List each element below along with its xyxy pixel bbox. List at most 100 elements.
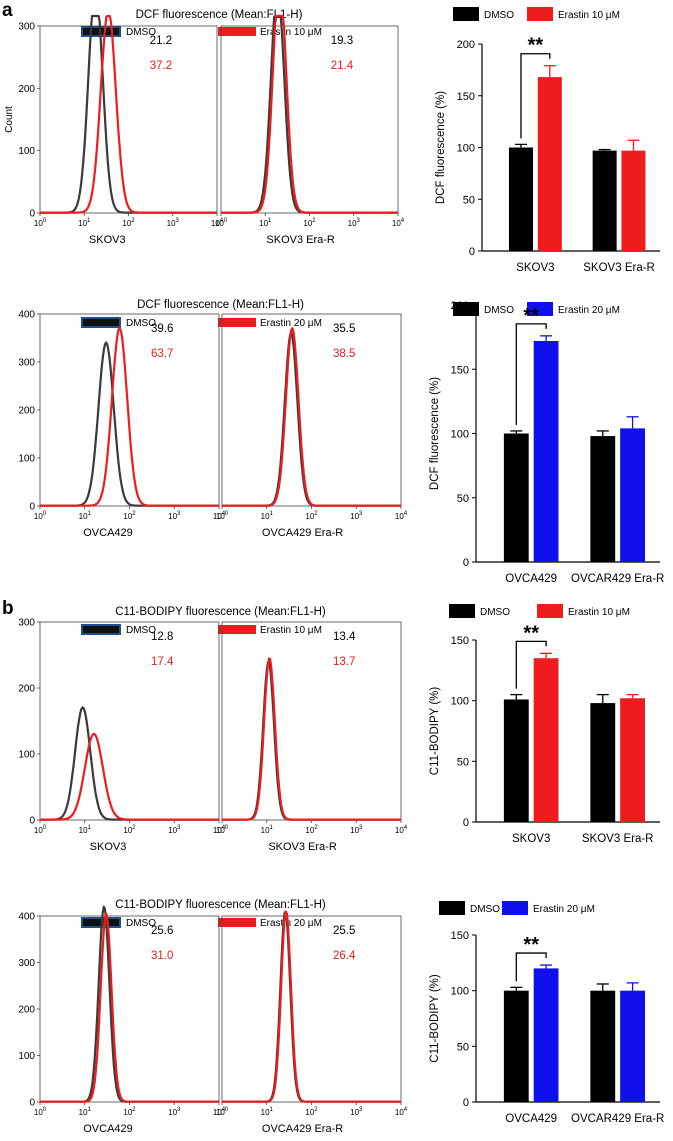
y-tick-label: 100: [18, 750, 35, 761]
treated-histogram-curve: [222, 327, 401, 507]
legend-label-treated: Erastin 20 μM: [260, 318, 322, 329]
panel-label-a: a: [2, 0, 13, 21]
bar-y-tick-label: 50: [463, 194, 475, 206]
y-tick-label: 200: [18, 1005, 35, 1016]
bar-y-tick-label: 0: [469, 246, 475, 258]
bar-y-tick-label: 0: [463, 1097, 469, 1109]
bar-dmso: [592, 150, 617, 251]
bar-legend-swatch-treated: [502, 901, 528, 915]
legend-label-treated: Erastin 10 μM: [260, 625, 322, 636]
y-tick-label: 300: [18, 958, 35, 969]
y-tick-label: 200: [18, 684, 35, 695]
histogram-xlabel: SKOV3 Era-R: [266, 234, 335, 246]
histogram-title: DCF fluorescence (Mean:FL1-H): [137, 299, 304, 311]
histogram-frame: [220, 25, 399, 214]
bar-treated: [537, 77, 562, 252]
x-tick-label: 102: [303, 218, 316, 228]
bar-y-tick-label: 0: [463, 817, 469, 829]
bar-y-tick-label: 200: [457, 39, 475, 51]
mean-value-treated: 26.4: [333, 950, 356, 962]
bar-legend-label-dmso: DMSO: [480, 607, 510, 618]
treated-histogram-curve: [40, 732, 219, 821]
y-tick-label: 0: [29, 502, 35, 513]
mean-value-dmso: 25.6: [151, 925, 173, 937]
histogram-xlabel: OVCA429 Era-R: [262, 527, 343, 539]
bar-legend-swatch-treated: [527, 7, 553, 21]
x-tick-label: 103: [350, 511, 363, 521]
x-tick-label: 102: [305, 511, 318, 521]
x-tick-label: 104: [213, 1107, 226, 1117]
bar-treated: [621, 150, 646, 251]
treated-histogram-curve: [222, 910, 401, 1103]
significance-bracket: [515, 952, 547, 982]
x-tick-label: 100: [34, 511, 47, 521]
significance-label: **: [523, 934, 539, 956]
x-tick-label: 101: [78, 218, 91, 228]
legend-label-dmso: DMSO: [126, 918, 156, 929]
mean-value-dmso: 25.5: [333, 925, 355, 937]
mean-value-dmso: 19.3: [331, 35, 353, 47]
x-tick-label: 102: [122, 218, 135, 228]
histogram-title: C11-BODIPY fluorescence (Mean:FL1-H): [115, 899, 326, 911]
bar-y-tick-label: 50: [457, 756, 469, 768]
bar-y-tick-label: 150: [457, 91, 475, 103]
histogram-frame: [39, 313, 220, 507]
histogram-xlabel: OVCA429 Era-R: [262, 1123, 343, 1135]
legend-swatch-treated: [218, 625, 256, 634]
bar-ylabel: DCF fluorescence (%): [429, 377, 441, 490]
significance-bracket: [515, 323, 547, 425]
bar-y-tick-label: 100: [451, 429, 469, 441]
treated-histogram-curve: [222, 657, 401, 821]
x-tick-label: 104: [395, 825, 408, 835]
bar-y-tick-label: 0: [463, 557, 469, 569]
histogram-frame: [39, 25, 218, 214]
bar-treated: [533, 658, 559, 822]
y-tick-label: 200: [18, 406, 35, 417]
histogram-frame: [221, 313, 402, 507]
bar-y-tick-label: 150: [451, 635, 469, 647]
bar-ylabel: DCF fluorescence (%): [435, 91, 447, 204]
x-tick-label: 101: [79, 1107, 92, 1117]
dmso-histogram-curve: [222, 910, 401, 1103]
legend-label-dmso: DMSO: [126, 27, 156, 38]
histogram-xlabel: SKOV3: [89, 234, 126, 246]
significance-label: **: [523, 305, 539, 327]
bar-legend-swatch-treated: [537, 604, 563, 618]
y-tick-label: 100: [18, 454, 35, 465]
x-tick-label: 104: [392, 218, 405, 228]
treated-histogram-curve: [221, 14, 398, 214]
bar-y-tick-label: 100: [451, 986, 469, 998]
dmso-histogram-curve: [222, 332, 401, 507]
dmso-histogram-curve: [222, 660, 401, 821]
x-tick-label: 100: [216, 1107, 229, 1117]
bar-treated: [620, 428, 646, 562]
histogram-title: C11-BODIPY fluorescence (Mean:FL1-H): [115, 606, 326, 618]
mean-value-dmso: 12.8: [151, 631, 173, 643]
bar-category-label: SKOV3 Era-R: [583, 262, 655, 274]
y-tick-label: 0: [29, 1098, 35, 1109]
bar-category-label: OVCA429: [505, 573, 557, 585]
x-tick-label: 104: [213, 825, 226, 835]
y-tick-label: 100: [18, 146, 35, 157]
histogram-title: DCF fluorescence (Mean:FL1-H): [136, 9, 303, 21]
x-tick-label: 100: [34, 218, 47, 228]
x-tick-label: 100: [34, 825, 47, 835]
legend-swatch-treated: [218, 27, 256, 36]
x-tick-label: 104: [213, 511, 226, 521]
mean-value-dmso: 35.5: [333, 323, 355, 335]
x-tick-label: 104: [395, 511, 408, 521]
bar-legend-swatch-treated: [527, 302, 553, 316]
x-tick-label: 102: [305, 1107, 318, 1117]
bar-y-tick-label: 150: [451, 930, 469, 942]
bar-legend-label-treated: Erastin 20 μM: [558, 305, 620, 316]
x-tick-label: 102: [123, 825, 136, 835]
significance-bracket: [520, 53, 551, 139]
y-tick-label: 0: [29, 209, 35, 220]
bar-category-label: SKOV3 Era-R: [582, 833, 654, 845]
x-tick-label: 103: [167, 218, 180, 228]
x-tick-label: 103: [168, 511, 181, 521]
treated-histogram-curve: [40, 14, 217, 214]
legend-label-treated: Erastin 20 μM: [260, 918, 322, 929]
bar-category-label: SKOV3: [516, 262, 554, 274]
